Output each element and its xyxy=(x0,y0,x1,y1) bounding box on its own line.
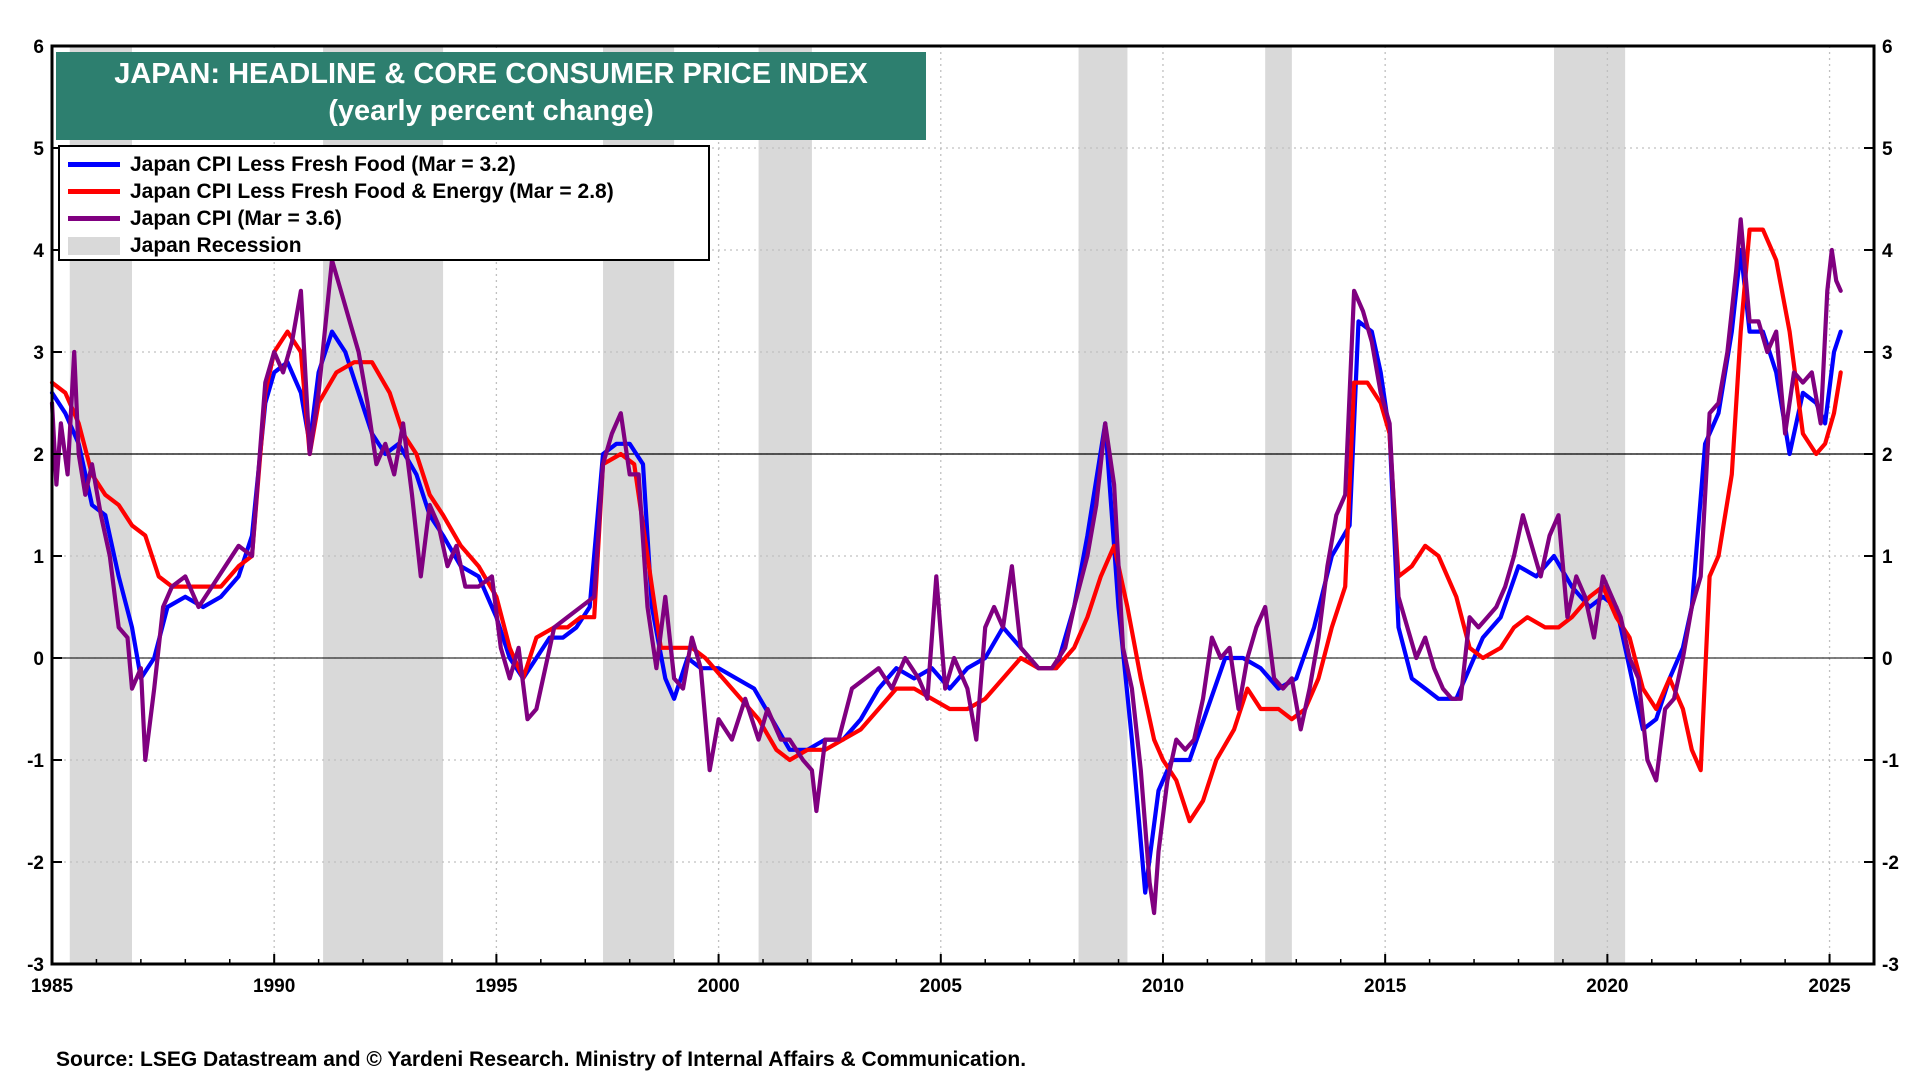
y-tick-label-right-0: 0 xyxy=(1882,649,1893,670)
y-tick-label-left-0: 0 xyxy=(33,649,44,670)
legend-swatch-core-core xyxy=(68,189,120,194)
chart-title-box: JAPAN: HEADLINE & CORE CONSUMER PRICE IN… xyxy=(56,52,926,140)
x-tick-label-2010: 2010 xyxy=(1142,976,1184,997)
y-tick-label-left-4: 4 xyxy=(33,241,44,262)
x-tick-label-2015: 2015 xyxy=(1364,976,1407,997)
y-tick-label-right-3: 3 xyxy=(1882,343,1893,364)
recession-band-7 xyxy=(1554,46,1626,964)
y-tick-label-left--3: -3 xyxy=(27,955,44,976)
tick-labels: 1985 1990 1995 2000 2005 2010 2015 2020 2025-3 -3… xyxy=(27,37,1899,997)
y-tick-label-right-6: 6 xyxy=(1882,37,1893,58)
x-tick-label-2025: 2025 xyxy=(1808,976,1851,997)
x-tick-label-2020: 2020 xyxy=(1586,976,1628,997)
legend-swatch-recession xyxy=(68,236,120,255)
legend-item-headline: Japan CPI (Mar = 3.6) xyxy=(68,205,342,232)
y-tick-label-left-5: 5 xyxy=(33,139,44,160)
chart-legend: Japan CPI Less Fresh Food (Mar = 3.2) Ja… xyxy=(58,145,710,261)
y-tick-label-right--1: -1 xyxy=(1882,751,1899,772)
x-tick-label-1990: 1990 xyxy=(253,976,295,997)
x-tick-label-1985: 1985 xyxy=(31,976,74,997)
source-note: Source: LSEG Datastream and © Yardeni Re… xyxy=(56,1048,1027,1071)
y-tick-label-left-2: 2 xyxy=(33,445,44,466)
y-tick-label-left-1: 1 xyxy=(33,547,44,568)
recession-band-4 xyxy=(758,46,812,964)
y-tick-label-right-5: 5 xyxy=(1882,139,1893,160)
x-tick-label-2005: 2005 xyxy=(920,976,963,997)
recession-band-6 xyxy=(1265,46,1292,964)
legend-label-core-core: Japan CPI Less Fresh Food & Energy (Mar … xyxy=(130,179,614,203)
y-tick-label-left-3: 3 xyxy=(33,343,44,364)
legend-label-recession: Japan Recession xyxy=(130,233,302,257)
y-tick-label-left--1: -1 xyxy=(27,751,44,772)
chart-axes xyxy=(50,44,1876,966)
y-tick-label-right--2: -2 xyxy=(1882,853,1899,874)
y-tick-label-right-4: 4 xyxy=(1882,241,1893,262)
series-line-headline-cpi xyxy=(49,217,1843,916)
series-line-core-cpi xyxy=(49,247,1843,895)
y-tick-label-right-2: 2 xyxy=(1882,445,1893,466)
legend-label-core: Japan CPI Less Fresh Food (Mar = 3.2) xyxy=(130,152,516,176)
x-tick-label-2000: 2000 xyxy=(697,976,739,997)
y-tick-label-left--2: -2 xyxy=(27,853,44,874)
chart-title: JAPAN: HEADLINE & CORE CONSUMER PRICE IN… xyxy=(114,58,868,90)
y-tick-label-right-1: 1 xyxy=(1882,547,1893,568)
y-tick-label-right--3: -3 xyxy=(1882,955,1899,976)
x-tick-label-1995: 1995 xyxy=(475,976,518,997)
plot-frame xyxy=(50,44,1876,966)
y-tick-label-left-6: 6 xyxy=(33,37,44,58)
legend-swatch-core xyxy=(68,162,120,167)
legend-item-recession: Japan Recession xyxy=(68,232,302,259)
chart-subtitle: (yearly percent change) xyxy=(328,95,654,127)
legend-label-headline: Japan CPI (Mar = 3.6) xyxy=(130,206,342,230)
legend-item-core-core: Japan CPI Less Fresh Food & Energy (Mar … xyxy=(68,178,614,205)
series-lines xyxy=(49,217,1843,916)
legend-item-core: Japan CPI Less Fresh Food (Mar = 3.2) xyxy=(68,151,516,178)
reference-line-group xyxy=(52,453,1874,659)
recession-band-5 xyxy=(1078,46,1128,964)
legend-swatch-headline xyxy=(68,216,120,221)
